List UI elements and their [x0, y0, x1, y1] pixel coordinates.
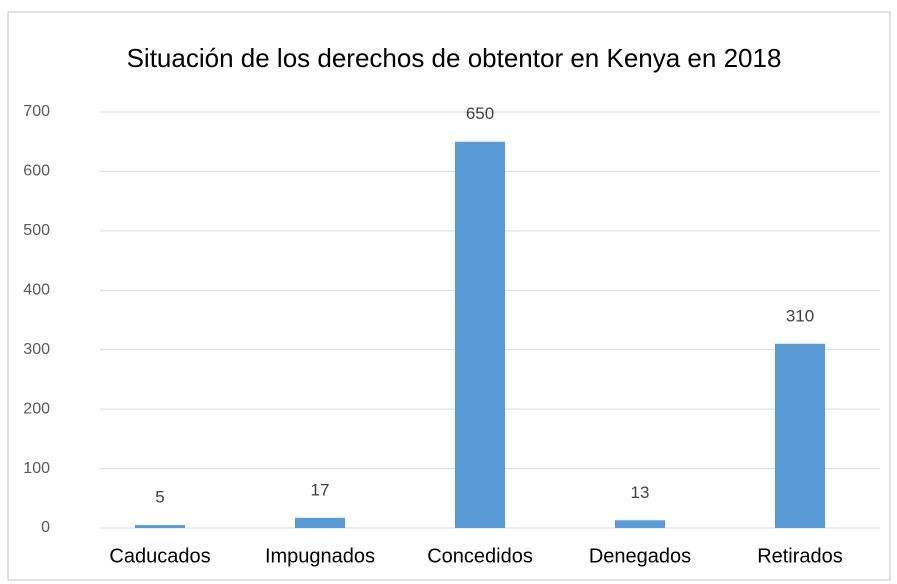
data-label: 13: [631, 483, 650, 502]
data-label: 650: [466, 104, 494, 123]
y-tick-label: 300: [23, 341, 50, 358]
y-tick-label: 400: [23, 282, 50, 299]
y-tick-label: 100: [23, 460, 50, 477]
data-label: 17: [311, 480, 330, 499]
bar: [615, 520, 665, 528]
bar: [775, 343, 825, 528]
y-tick-label: 200: [23, 400, 50, 417]
y-tick-label: 600: [23, 163, 50, 180]
x-tick-label: Concedidos: [427, 545, 533, 567]
chart-title: Situación de los derechos de obtentor en…: [127, 43, 782, 73]
data-label: 310: [786, 306, 814, 325]
x-tick-label: Denegados: [589, 545, 691, 567]
x-tick-label: Impugnados: [265, 545, 375, 567]
y-tick-label: 500: [23, 222, 50, 239]
x-tick-label: Retirados: [757, 545, 843, 567]
data-label: 5: [155, 488, 164, 507]
bar: [295, 517, 345, 528]
bar: [455, 141, 505, 528]
y-tick-label: 0: [41, 519, 50, 536]
bar: [135, 525, 185, 528]
x-tick-label: Caducados: [109, 545, 210, 567]
chart-frame: [7, 11, 891, 581]
y-tick-label: 700: [23, 103, 50, 120]
